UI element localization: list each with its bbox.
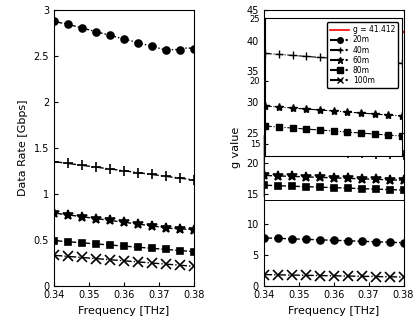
Y-axis label: g value: g value bbox=[231, 127, 241, 168]
X-axis label: Frequency [THz]: Frequency [THz] bbox=[288, 306, 379, 316]
X-axis label: Frequency [THz]: Frequency [THz] bbox=[78, 306, 170, 316]
Y-axis label: Data Rate [Gbps]: Data Rate [Gbps] bbox=[18, 99, 28, 196]
